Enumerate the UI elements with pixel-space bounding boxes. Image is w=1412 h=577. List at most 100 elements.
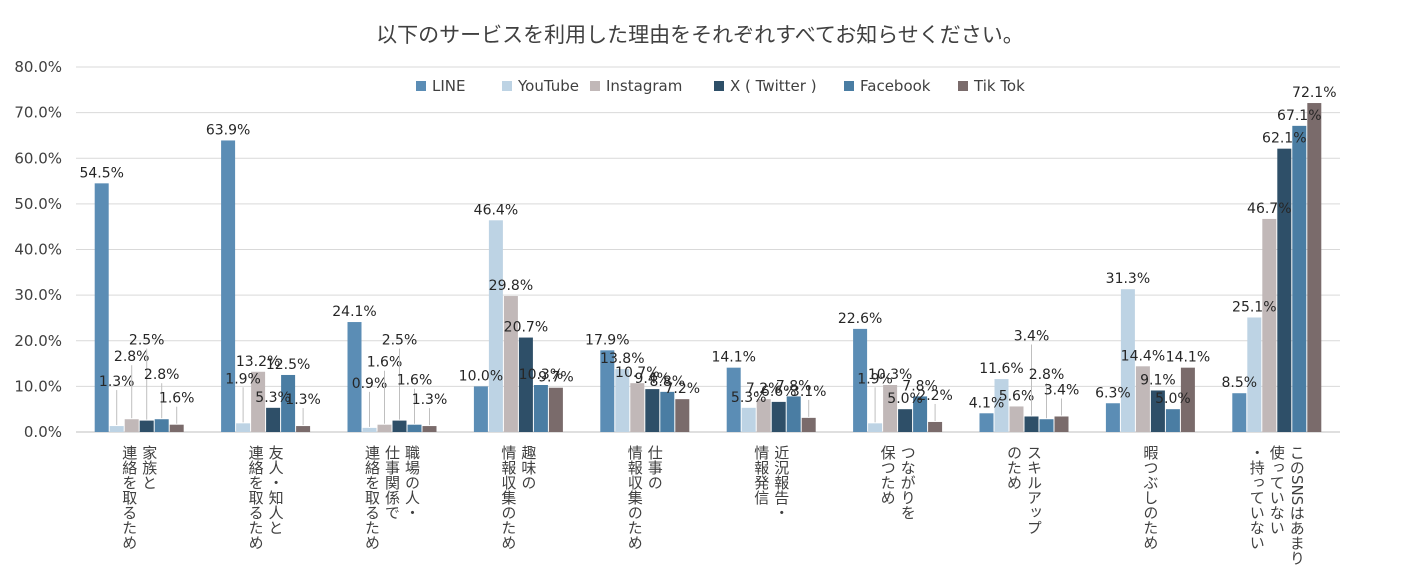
- bar: [236, 423, 251, 432]
- bar: [139, 420, 154, 432]
- bar: [347, 322, 362, 432]
- y-tick-label: 60.0%: [14, 149, 62, 167]
- bar: [296, 426, 311, 432]
- data-label: 13.8%: [600, 351, 644, 367]
- bar: [94, 183, 109, 432]
- y-tick-label: 0.0%: [24, 423, 62, 441]
- data-label: 54.5%: [79, 165, 123, 181]
- x-category-label: 友人・知人と: [267, 445, 285, 535]
- data-label: 7.2%: [665, 381, 701, 397]
- data-label: 7.8%: [902, 378, 938, 394]
- data-label: 46.4%: [474, 202, 518, 218]
- x-category-label: 家族と: [140, 445, 158, 490]
- data-label: 2.5%: [382, 333, 418, 349]
- bar: [801, 417, 816, 432]
- bar: [853, 328, 868, 432]
- x-category-label: 暇つぶしのため: [1141, 445, 1159, 550]
- data-label: 5.6%: [999, 388, 1035, 404]
- data-label: 72.1%: [1292, 85, 1336, 101]
- legend-swatch: [502, 81, 512, 91]
- bar: [1120, 289, 1135, 432]
- x-category-label: つながりを: [899, 445, 917, 520]
- x-category-label: 保つため: [879, 445, 897, 505]
- data-label: 2.5%: [129, 333, 165, 349]
- bar: [154, 419, 169, 432]
- data-label: 62.1%: [1262, 131, 1306, 147]
- x-category-label: 趣味の: [519, 445, 537, 490]
- data-label: 1.9%: [857, 371, 893, 387]
- bar: [1262, 218, 1277, 432]
- data-label: 6.3%: [1095, 385, 1131, 401]
- bar: [1180, 367, 1195, 432]
- bar: [488, 220, 503, 432]
- bar: [548, 387, 563, 432]
- y-tick-label: 10.0%: [14, 377, 62, 395]
- data-label: 22.6%: [838, 311, 882, 327]
- bar: [1135, 366, 1150, 432]
- y-tick-label: 30.0%: [14, 286, 62, 304]
- data-label: 2.8%: [114, 349, 150, 365]
- bar: [883, 385, 898, 432]
- x-category-label: 情報収集のため: [626, 445, 644, 550]
- data-label: 5.0%: [887, 391, 923, 407]
- bar: [392, 420, 407, 432]
- data-label: 10.0%: [459, 368, 503, 384]
- bar: [1024, 416, 1039, 432]
- bar: [473, 386, 488, 432]
- data-label: 6.6%: [761, 384, 797, 400]
- bar: [377, 424, 392, 432]
- bar: [615, 369, 630, 432]
- x-category-label: 情報収集のため: [499, 445, 517, 550]
- bar: [994, 379, 1009, 432]
- data-label: 13.2%: [236, 354, 280, 370]
- bar: [1150, 390, 1165, 432]
- legend-swatch: [416, 81, 426, 91]
- bar: [645, 389, 660, 432]
- data-label: 10.3%: [519, 367, 563, 383]
- data-label: 2.8%: [144, 367, 180, 383]
- x-category-label: 近況報告・: [772, 445, 790, 520]
- legend-label: YouTube: [517, 77, 579, 95]
- data-label: 46.7%: [1247, 201, 1291, 217]
- data-label: 1.3%: [99, 374, 135, 390]
- legend-swatch: [844, 81, 854, 91]
- bar: [1054, 416, 1069, 432]
- data-label: 25.1%: [1232, 299, 1276, 315]
- bar: [1307, 103, 1322, 432]
- bar: [1247, 317, 1262, 432]
- data-label: 3.4%: [1014, 328, 1050, 344]
- x-category-label: 連絡を取るため: [247, 445, 265, 550]
- legend-label: Instagram: [606, 77, 682, 95]
- bar: [1039, 419, 1054, 432]
- data-labels: 54.5% 63.9% 24.1% 10.0% 17.9% 14.1% 22.6% 4.1% 6…: [79, 85, 1337, 427]
- data-label: 17.9%: [585, 332, 629, 348]
- data-label: 14.4%: [1121, 348, 1165, 364]
- legend-swatch: [958, 81, 968, 91]
- x-category-label: 仕事の: [646, 445, 664, 490]
- bar: [1165, 409, 1180, 432]
- bar: [979, 413, 994, 432]
- bar: [124, 419, 139, 432]
- x-category-label: ・持っていない: [1248, 445, 1266, 550]
- data-label: 63.9%: [206, 122, 250, 138]
- x-category-label: 連絡を取るため: [120, 445, 138, 550]
- bar: [756, 399, 771, 432]
- bar: [630, 383, 645, 432]
- x-category-label: 情報発信: [752, 445, 770, 505]
- bar: [1277, 148, 1292, 432]
- bar: [251, 371, 266, 432]
- bar: [928, 421, 943, 432]
- data-label: 24.1%: [332, 304, 376, 320]
- x-category-label: 連絡を取るため: [363, 445, 381, 550]
- data-label: 9.4%: [635, 371, 671, 387]
- x-category-label: 仕事関係で: [383, 445, 401, 520]
- data-label: 1.3%: [285, 392, 321, 408]
- legend-label: X ( Twitter ): [730, 77, 817, 95]
- data-label: 3.1%: [791, 384, 827, 400]
- y-tick-label: 40.0%: [14, 241, 62, 259]
- data-label: 14.1%: [711, 350, 755, 366]
- data-label: 8.8%: [650, 374, 686, 390]
- legend-label: Facebook: [860, 77, 931, 95]
